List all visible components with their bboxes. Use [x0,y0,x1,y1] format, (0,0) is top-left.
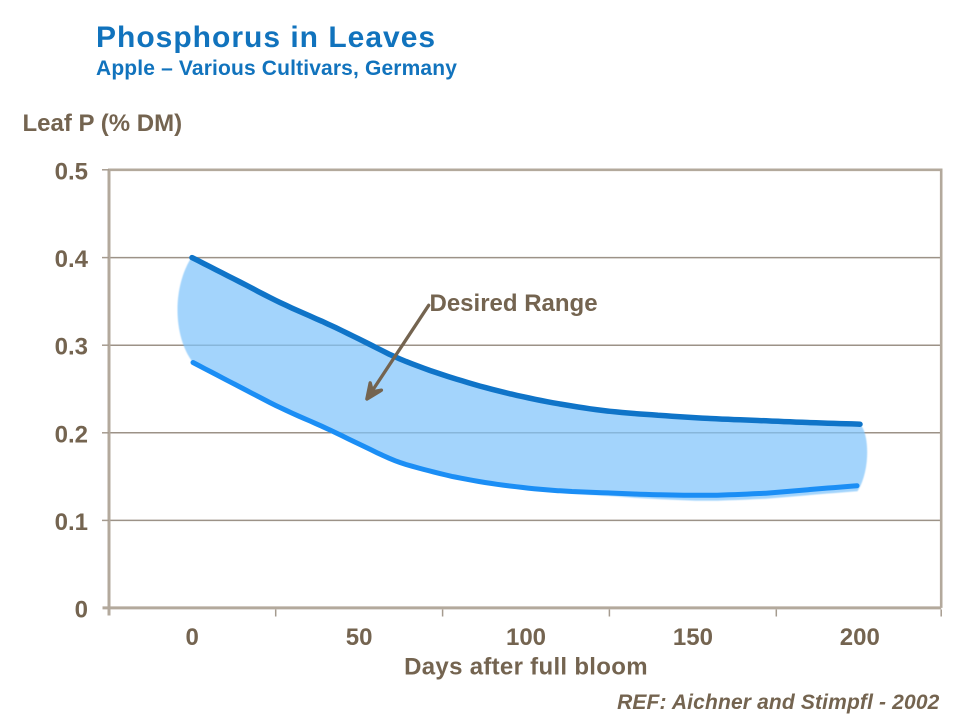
svg-text:0.5: 0.5 [55,158,88,185]
svg-text:100: 100 [506,624,546,651]
svg-text:150: 150 [673,624,713,651]
svg-text:0.2: 0.2 [55,421,88,448]
svg-text:0.1: 0.1 [55,509,88,536]
svg-text:200: 200 [840,624,880,651]
svg-text:REF: Aichner and Stimpfl - 200: REF: Aichner and Stimpfl - 2002 [617,691,940,714]
svg-text:50: 50 [346,624,373,651]
svg-text:Phosphorus in Leaves: Phosphorus in Leaves [96,21,436,54]
svg-text:Apple – Various Cultivars, Ger: Apple – Various Cultivars, Germany [96,57,457,80]
svg-text:Leaf P (% DM): Leaf P (% DM) [23,110,183,137]
svg-text:0.3: 0.3 [55,334,88,361]
svg-text:Days after full bloom: Days after full bloom [404,654,648,681]
svg-text:0: 0 [75,597,88,624]
svg-text:0.4: 0.4 [55,246,89,273]
svg-text:0: 0 [186,624,199,651]
svg-text:Desired Range: Desired Range [430,290,598,317]
